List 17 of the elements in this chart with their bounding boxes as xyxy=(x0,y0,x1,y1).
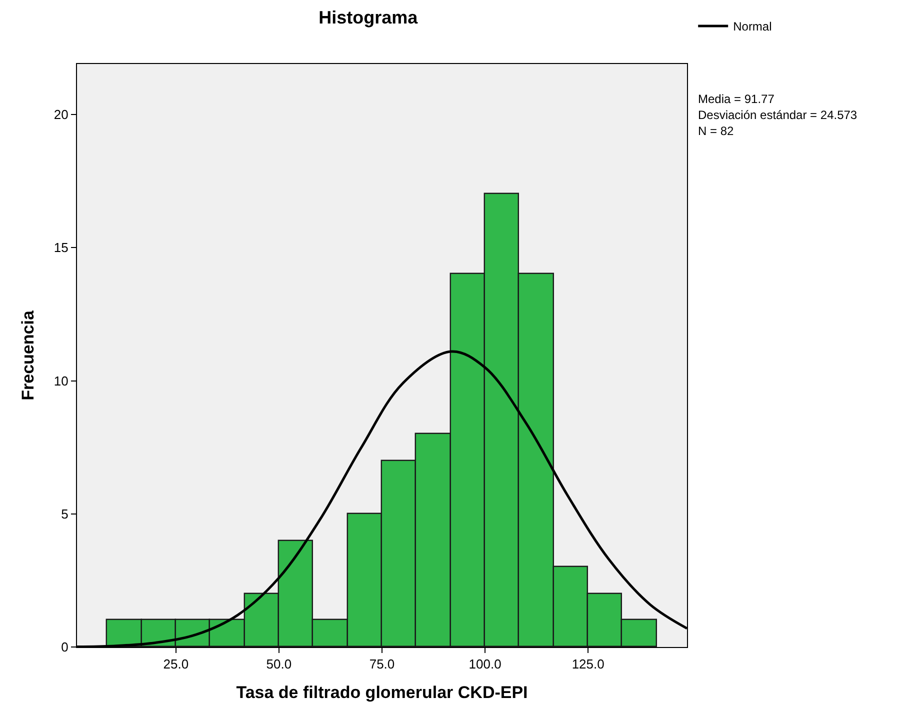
text: N = 82 xyxy=(698,124,734,138)
x-tick-label: 100.0 xyxy=(468,656,502,672)
y-tick-label: 20 xyxy=(54,107,68,122)
x-tick-label: 25.0 xyxy=(163,656,189,672)
x-tick-label: 125.0 xyxy=(572,656,604,672)
x-tick-label: 50.0 xyxy=(266,656,292,672)
text: Media = 91.77 xyxy=(698,92,775,106)
x-axis-title: Tasa de filtrado glomerular CKD-EPI xyxy=(236,683,528,702)
y-tick-label: 5 xyxy=(61,506,68,522)
y-tick-label: 0 xyxy=(61,640,68,655)
legend-label: Normal xyxy=(733,20,772,34)
chart-title: Histograma xyxy=(318,7,419,28)
x-tick-label: 75.0 xyxy=(369,656,395,672)
y-tick-label: 15 xyxy=(54,240,68,256)
y-axis-title: Frecuencia xyxy=(18,310,38,400)
y-tick-label: 10 xyxy=(54,373,68,388)
text: Desviación estándar = 24.573 xyxy=(698,108,858,122)
